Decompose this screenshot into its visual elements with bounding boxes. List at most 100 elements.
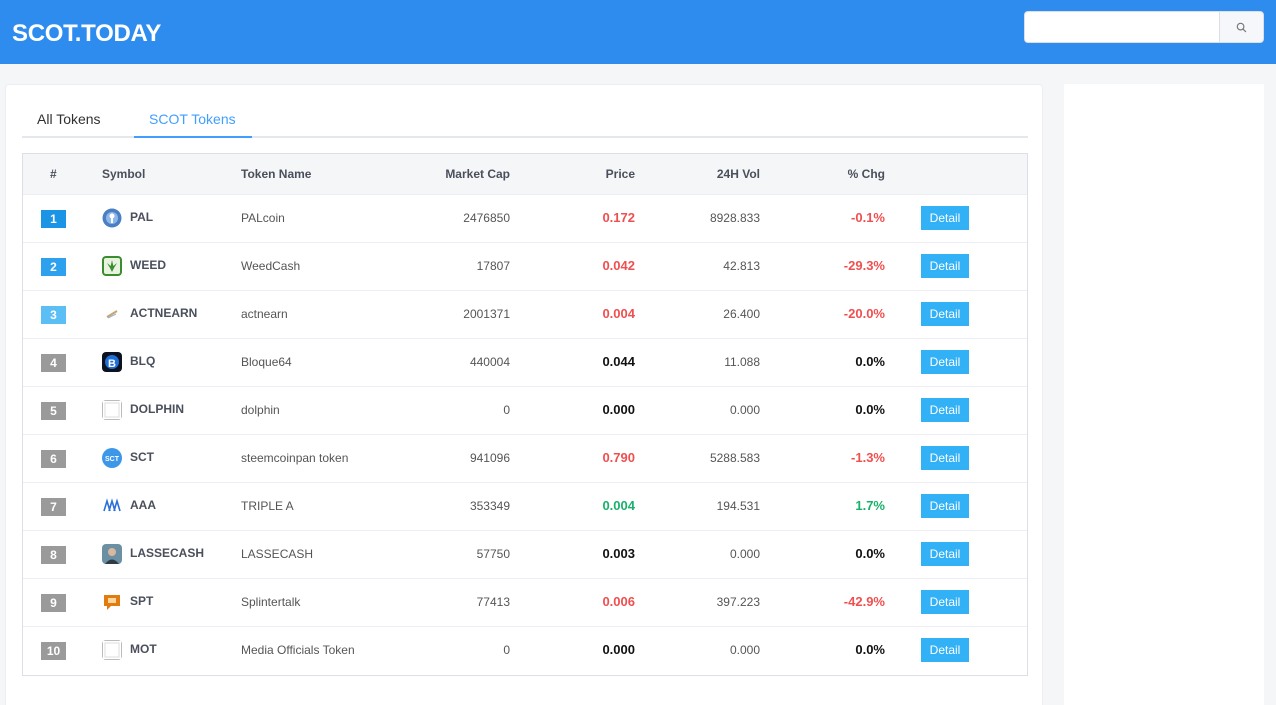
token-symbol[interactable]: ACTNEARN — [130, 306, 198, 320]
token-name: TRIPLE A — [241, 499, 294, 513]
detail-button[interactable]: Detail — [921, 350, 969, 374]
percent-change: -20.0% — [843, 306, 885, 321]
triple-a-icon — [102, 496, 122, 516]
token-name: LASSECASH — [241, 547, 314, 561]
rank-badge: 7 — [41, 498, 66, 516]
market-cap: 2001371 — [463, 307, 510, 321]
volume-24h: 11.088 — [724, 355, 760, 369]
table-body: 1 PAL PALcoin 2476850 0.172 8928.833 -0.1% Deta… — [23, 195, 1027, 675]
detail-button[interactable]: Detail — [921, 446, 969, 470]
token-symbol[interactable]: AAA — [130, 498, 156, 512]
table-row: 1 PAL PALcoin 2476850 0.172 8928.833 -0.1% Deta… — [23, 195, 1027, 243]
percent-change: 1.7% — [855, 498, 885, 513]
token-name: PALcoin — [241, 211, 285, 225]
market-cap: 941096 — [469, 451, 510, 465]
detail-button[interactable]: Detail — [921, 494, 969, 518]
volume-24h: 0.000 — [729, 643, 760, 657]
market-cap: 77413 — [476, 595, 510, 609]
detail-button[interactable]: Detail — [921, 206, 969, 230]
table-row: 3 ACTNEARN actnearn 2001371 0.004 26.400 -20.0… — [23, 291, 1027, 339]
main-card: All Tokens SCOT Tokens # Symbol Token Na… — [5, 84, 1043, 705]
rank-badge: 5 — [41, 402, 66, 420]
detail-button[interactable]: Detail — [921, 590, 969, 614]
search-button[interactable] — [1219, 11, 1264, 43]
token-symbol[interactable]: SPT — [130, 594, 154, 608]
price: 0.004 — [602, 306, 635, 321]
token-symbol[interactable]: LASSECASH — [130, 546, 205, 560]
percent-change: 0.0% — [855, 354, 885, 369]
bloque-icon: B — [102, 352, 122, 372]
token-name: actnearn — [241, 307, 288, 321]
price: 0.006 — [602, 594, 635, 609]
top-bar: SCOT.TODAY — [0, 0, 1276, 64]
token-name: steemcoinpan token — [241, 451, 349, 465]
market-cap: 0 — [503, 403, 510, 417]
token-symbol[interactable]: PAL — [130, 210, 154, 224]
svg-text:B: B — [108, 358, 116, 370]
detail-button[interactable]: Detail — [921, 398, 969, 422]
column-header-token-name: Token Name — [241, 167, 312, 181]
table-row: 10 MOT Media Officials Token 0 0.000 0.000 0.0… — [23, 627, 1027, 675]
percent-change: 0.0% — [855, 642, 885, 657]
market-cap: 17807 — [476, 259, 510, 273]
side-panel — [1064, 84, 1264, 705]
percent-change: -42.9% — [843, 594, 885, 609]
table-row: 5 DOLPHIN dolphin 0 0.000 0.000 0.0% Detail — [23, 387, 1027, 435]
price: 0.172 — [602, 210, 635, 225]
splinter-chat-icon — [102, 592, 122, 612]
token-symbol[interactable]: BLQ — [130, 354, 156, 368]
rank-badge: 1 — [41, 210, 66, 228]
price: 0.000 — [602, 642, 635, 657]
avatar-icon — [102, 544, 122, 564]
table-header: # Symbol Token Name Market Cap Price 24H… — [23, 154, 1027, 195]
token-name: Media Officials Token — [241, 643, 355, 657]
table-row: 6 SCT SCT steemcoinpan token 941096 0.790 5288… — [23, 435, 1027, 483]
blank-token-icon — [102, 640, 122, 660]
token-symbol[interactable]: SCT — [130, 450, 154, 464]
token-name: Bloque64 — [241, 355, 292, 369]
volume-24h: 42.813 — [723, 259, 760, 273]
market-cap: 57750 — [476, 547, 510, 561]
table-row: 8 LASSECASH LASSECASH 57750 0.003 0.000 0.0% De… — [23, 531, 1027, 579]
market-cap: 353349 — [469, 499, 510, 513]
active-tab-indicator — [134, 136, 252, 138]
detail-button[interactable]: Detail — [921, 542, 969, 566]
rank-badge: 6 — [41, 450, 66, 468]
sct-coin-icon: SCT — [102, 448, 122, 468]
price: 0.044 — [602, 354, 635, 369]
brand-logo[interactable]: SCOT.TODAY — [12, 20, 162, 47]
token-symbol[interactable]: WEED — [130, 258, 166, 272]
actnearn-icon — [102, 304, 122, 324]
rank-badge: 4 — [41, 354, 66, 372]
detail-button[interactable]: Detail — [921, 254, 969, 278]
token-symbol[interactable]: DOLPHIN — [130, 402, 184, 416]
detail-button[interactable]: Detail — [921, 302, 969, 326]
tab-scot-tokens[interactable]: SCOT Tokens — [149, 111, 236, 127]
percent-change: 0.0% — [855, 546, 885, 561]
column-header-24h-vol: 24H Vol — [716, 167, 760, 181]
percent-change: -0.1% — [851, 210, 885, 225]
pal-coin-icon — [102, 208, 122, 228]
search-input[interactable] — [1024, 11, 1219, 43]
percent-change: -1.3% — [851, 450, 885, 465]
tab-all-tokens[interactable]: All Tokens — [37, 111, 101, 127]
volume-24h: 0.000 — [729, 403, 760, 417]
weed-leaf-icon — [102, 256, 122, 276]
column-header-change: % Chg — [847, 167, 885, 181]
price: 0.790 — [602, 450, 635, 465]
percent-change: -29.3% — [843, 258, 885, 273]
token-symbol[interactable]: MOT — [130, 642, 157, 656]
table-row: 2 WEED WeedCash 17807 0.042 42.813 -29.3% Detai… — [23, 243, 1027, 291]
rank-badge: 3 — [41, 306, 66, 324]
column-header-symbol: Symbol — [102, 167, 146, 181]
table-row: 7 AAA TRIPLE A 353349 0.004 194.531 1.7% Detail — [23, 483, 1027, 531]
table-row: 9 SPT Splintertalk 77413 0.006 397.223 -42.9% D… — [23, 579, 1027, 627]
volume-24h: 8928.833 — [709, 211, 760, 225]
token-name: Splintertalk — [241, 595, 301, 609]
column-header-rank: # — [50, 167, 57, 181]
volume-24h: 26.400 — [723, 307, 760, 321]
search-icon — [1236, 22, 1247, 32]
rank-badge: 2 — [41, 258, 66, 276]
table-row: 4 B BLQ Bloque64 440004 0.044 11.088 0.0% Detail — [23, 339, 1027, 387]
detail-button[interactable]: Detail — [921, 638, 969, 662]
